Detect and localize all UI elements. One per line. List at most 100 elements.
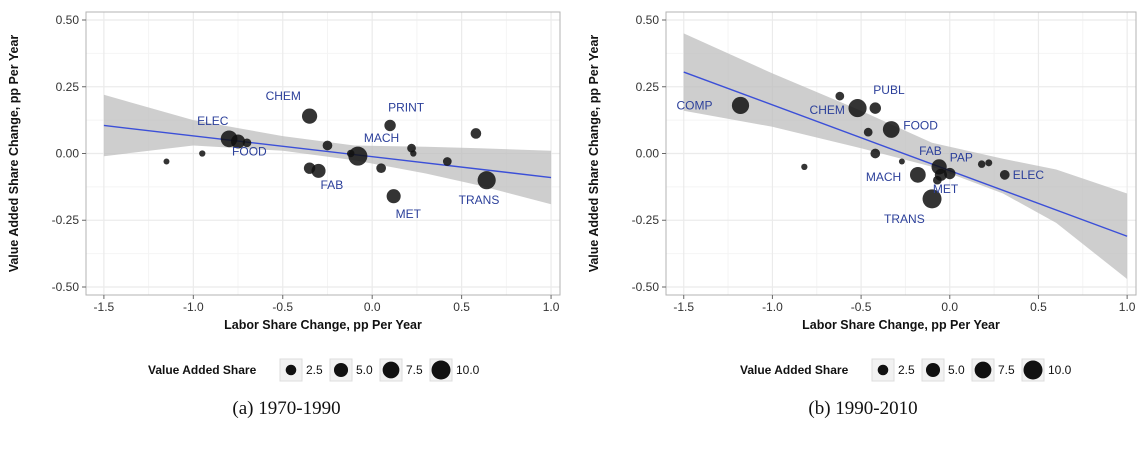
- data-point: [977, 160, 986, 168]
- data-point: [909, 166, 926, 183]
- data-point: [311, 163, 326, 178]
- point-label: CHEM: [810, 103, 845, 117]
- data-point: [848, 99, 867, 118]
- y-axis-title: Value Added Share Change, pp Per Year: [7, 35, 21, 273]
- caption-a: (a) 1970-1990: [232, 398, 341, 419]
- data-point: [731, 96, 750, 115]
- legend-label: 2.5: [306, 363, 323, 377]
- chart-panel-b: COMP CHEM PUBL FOOD MACH TRANS FAB MET PAP ELEC -1…: [580, 0, 1146, 451]
- data-point: [944, 167, 956, 180]
- data-point: [933, 175, 942, 185]
- point-label: PUBL: [873, 83, 905, 97]
- legend-symbol: [431, 360, 451, 380]
- legend-label: 5.0: [356, 363, 373, 377]
- fit-line: [103, 124, 552, 179]
- fit-line: [683, 71, 1128, 237]
- y-tick-label: 0.25: [636, 80, 660, 94]
- y-tick-label: 0.50: [636, 13, 660, 27]
- legend-title: Value Added Share: [740, 363, 849, 377]
- data-point: [882, 121, 900, 138]
- x-tick-label: -1.0: [183, 300, 204, 314]
- y-axis-title: Value Added Share Change, pp Per Year: [587, 35, 601, 273]
- legend-label: 7.5: [998, 363, 1015, 377]
- data-point: [199, 150, 206, 157]
- legend-title: Value Added Share: [148, 363, 257, 377]
- data-point: [442, 157, 452, 166]
- point-label: FOOD: [232, 144, 267, 158]
- y-tick-label: 0.00: [56, 147, 80, 161]
- x-tick-label: 0.5: [1030, 300, 1047, 314]
- y-tick-label: 0.25: [56, 80, 80, 94]
- legend-label: 5.0: [948, 363, 965, 377]
- data-point: [407, 143, 416, 153]
- legend-symbol: [382, 361, 400, 379]
- point-label: TRANS: [459, 193, 500, 207]
- confidence-band: [683, 33, 1128, 280]
- x-tick-label: -0.5: [851, 300, 872, 314]
- data-point: [999, 170, 1010, 180]
- data-point: [386, 189, 401, 204]
- data-point: [985, 159, 993, 167]
- legend-label: 10.0: [1048, 363, 1072, 377]
- data-point: [301, 108, 318, 124]
- scatter-chart-1990-2010: COMP CHEM PUBL FOOD MACH TRANS FAB MET PAP ELEC -1…: [587, 11, 1137, 382]
- data-point: [322, 140, 333, 151]
- x-tick-label: 1.0: [543, 300, 560, 314]
- x-axis-title: Labor Share Change, pp Per Year: [802, 318, 1000, 332]
- y-tick-label: -0.50: [52, 280, 80, 294]
- chart-panel-a: ELEC FOOD CHEM FAB MACH PRINT MET TRANS -1.5 -1.0…: [7, 11, 561, 382]
- point-label: COMP: [676, 98, 712, 112]
- point-label: MACH: [866, 170, 901, 184]
- point-label: FAB: [919, 144, 942, 158]
- legend-symbol: [1023, 360, 1043, 380]
- y-tick-label: 0.00: [636, 147, 660, 161]
- x-tick-label: -0.5: [272, 300, 293, 314]
- caption-b: (b) 1990-2010: [808, 398, 918, 419]
- point-label: TRANS: [884, 212, 925, 226]
- y-tick-label: 0.50: [56, 13, 80, 27]
- point-label: MET: [396, 207, 422, 221]
- legend-symbol: [925, 362, 941, 378]
- data-point: [230, 134, 246, 149]
- x-tick-label: 0.0: [364, 300, 381, 314]
- data-point: [835, 91, 845, 101]
- data-point: [348, 146, 368, 166]
- point-label: MET: [933, 182, 959, 196]
- data-point: [870, 148, 881, 159]
- point-label: PRINT: [388, 100, 425, 114]
- point-label: FAB: [321, 178, 344, 192]
- data-point: [863, 127, 873, 137]
- x-tick-label: 0.5: [453, 300, 470, 314]
- point-label: CHEM: [266, 89, 301, 103]
- data-point: [376, 163, 386, 174]
- legend-label: 10.0: [456, 363, 480, 377]
- legend-symbol: [877, 364, 889, 376]
- y-tick-label: -0.50: [632, 280, 660, 294]
- point-label: PAP: [950, 151, 973, 165]
- data-point: [163, 158, 170, 165]
- point-label: FOOD: [903, 118, 938, 132]
- legend-symbol: [285, 364, 297, 376]
- data-point: [898, 158, 905, 165]
- y-tick-label: -0.25: [52, 213, 80, 227]
- point-label: ELEC: [197, 114, 229, 128]
- x-tick-label: -1.0: [762, 300, 783, 314]
- data-point: [801, 163, 808, 171]
- data-point: [410, 150, 417, 157]
- data-point: [470, 128, 482, 139]
- point-label: MACH: [364, 131, 399, 145]
- legend-symbol: [333, 362, 349, 378]
- x-tick-label: 0.0: [941, 300, 958, 314]
- data-point: [922, 189, 942, 209]
- data-point: [869, 102, 881, 114]
- x-axis-title: Labor Share Change, pp Per Year: [224, 318, 422, 332]
- data-point: [242, 138, 252, 148]
- data-point: [477, 171, 496, 190]
- x-tick-label: -1.5: [94, 300, 115, 314]
- x-tick-label: -1.5: [673, 300, 694, 314]
- scatter-chart-1970-1990: ELEC FOOD CHEM FAB MACH PRINT MET TRANS -1.5 -1.0…: [7, 11, 561, 382]
- point-label: ELEC: [1013, 168, 1045, 182]
- x-tick-label: 1.0: [1119, 300, 1136, 314]
- data-point: [384, 119, 396, 132]
- legend-label: 2.5: [898, 363, 915, 377]
